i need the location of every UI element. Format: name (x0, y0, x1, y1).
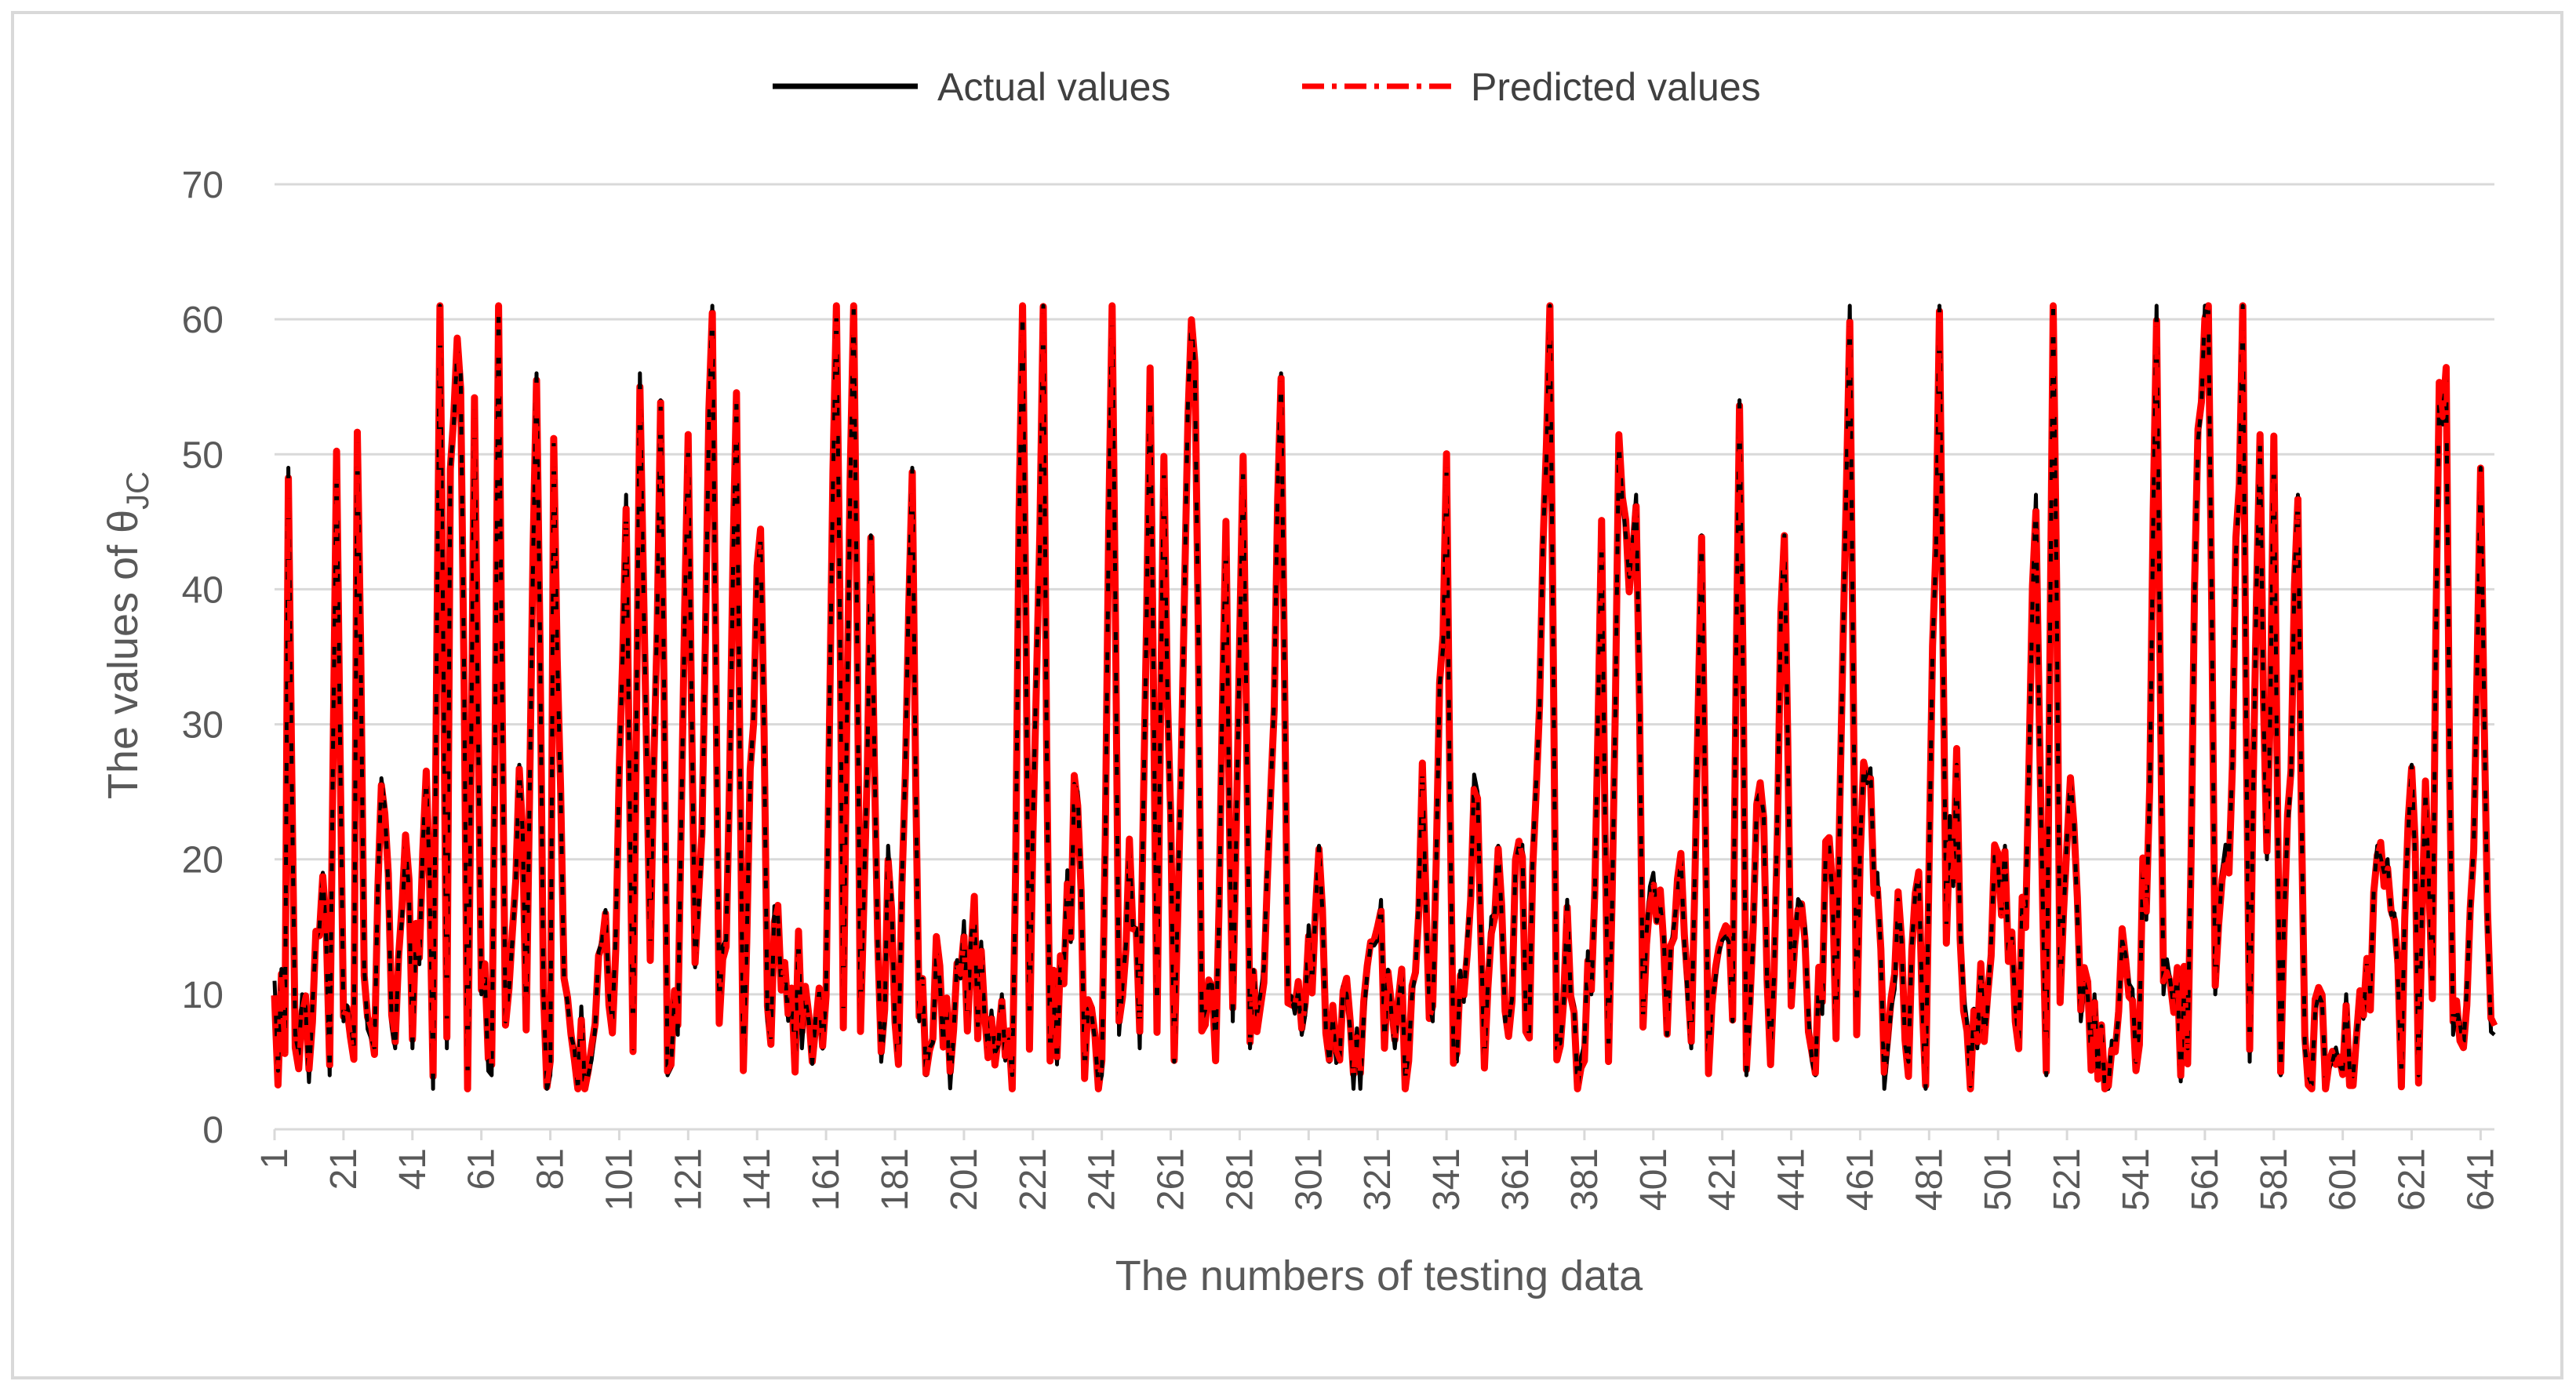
x-tick-label: 341 (1426, 1148, 1468, 1211)
y-tick-label: 60 (182, 300, 224, 341)
series-line-predicted (271, 303, 2498, 1092)
y-tick-label: 0 (202, 1110, 224, 1151)
x-tick-label: 541 (2116, 1148, 2157, 1211)
x-tick-label: 381 (1564, 1148, 1606, 1211)
x-tick-label: 601 (2323, 1148, 2364, 1211)
y-axis-ticks: 0 10 20 30 40 50 60 70 (182, 165, 224, 1151)
x-tick-label: 301 (1288, 1148, 1330, 1211)
x-axis-ticks: 1 21 41 61 81 101 121 141 161 181 201 221 241 261 281 3… (254, 1129, 2501, 1211)
x-axis-title: The numbers of testing data (1115, 1252, 1643, 1299)
x-tick-label: 61 (461, 1148, 503, 1190)
y-axis-title-sub: JC (121, 471, 155, 510)
x-tick-label: 641 (2460, 1148, 2501, 1211)
series-layer (271, 302, 2498, 1092)
x-tick-label: 441 (1771, 1148, 1813, 1211)
x-tick-label: 421 (1702, 1148, 1744, 1211)
x-tick-label: 581 (2254, 1148, 2295, 1211)
y-tick-label: 10 (182, 975, 224, 1016)
x-tick-label: 81 (530, 1148, 572, 1190)
y-tick-label: 70 (182, 165, 224, 206)
x-tick-label: 41 (392, 1148, 434, 1190)
y-tick-label: 20 (182, 840, 224, 881)
y-tick-label: 40 (182, 569, 224, 611)
x-tick-label: 201 (944, 1148, 985, 1211)
legend: Actual values Predicted values (773, 65, 1761, 109)
x-tick-label: 281 (1219, 1148, 1261, 1211)
y-axis-title-main: The values of θ (100, 510, 147, 799)
x-tick-label: 461 (1839, 1148, 1881, 1211)
x-tick-label: 181 (875, 1148, 916, 1211)
x-tick-label: 361 (1495, 1148, 1537, 1211)
legend-predicted-label: Predicted values (1471, 65, 1761, 109)
x-tick-label: 221 (1013, 1148, 1054, 1211)
x-tick-label: 161 (806, 1148, 847, 1211)
y-axis-title: The values of θJC (100, 471, 155, 799)
x-tick-label: 561 (2185, 1148, 2226, 1211)
y-tick-label: 50 (182, 434, 224, 476)
x-tick-label: 401 (1633, 1148, 1675, 1211)
x-tick-label: 121 (668, 1148, 709, 1211)
x-tick-label: 21 (323, 1148, 365, 1190)
x-tick-label: 101 (599, 1148, 640, 1211)
x-tick-label: 261 (1151, 1148, 1192, 1211)
x-tick-label: 521 (2047, 1148, 2088, 1211)
x-tick-label: 241 (1082, 1148, 1123, 1211)
legend-actual-label: Actual values (937, 65, 1170, 109)
x-tick-label: 621 (2392, 1148, 2433, 1211)
x-tick-label: 321 (1357, 1148, 1399, 1211)
x-tick-label: 481 (1908, 1148, 1950, 1211)
x-tick-label: 1 (254, 1148, 296, 1169)
y-tick-label: 30 (182, 705, 224, 747)
x-tick-label: 501 (1977, 1148, 2019, 1211)
x-tick-label: 141 (737, 1148, 778, 1211)
